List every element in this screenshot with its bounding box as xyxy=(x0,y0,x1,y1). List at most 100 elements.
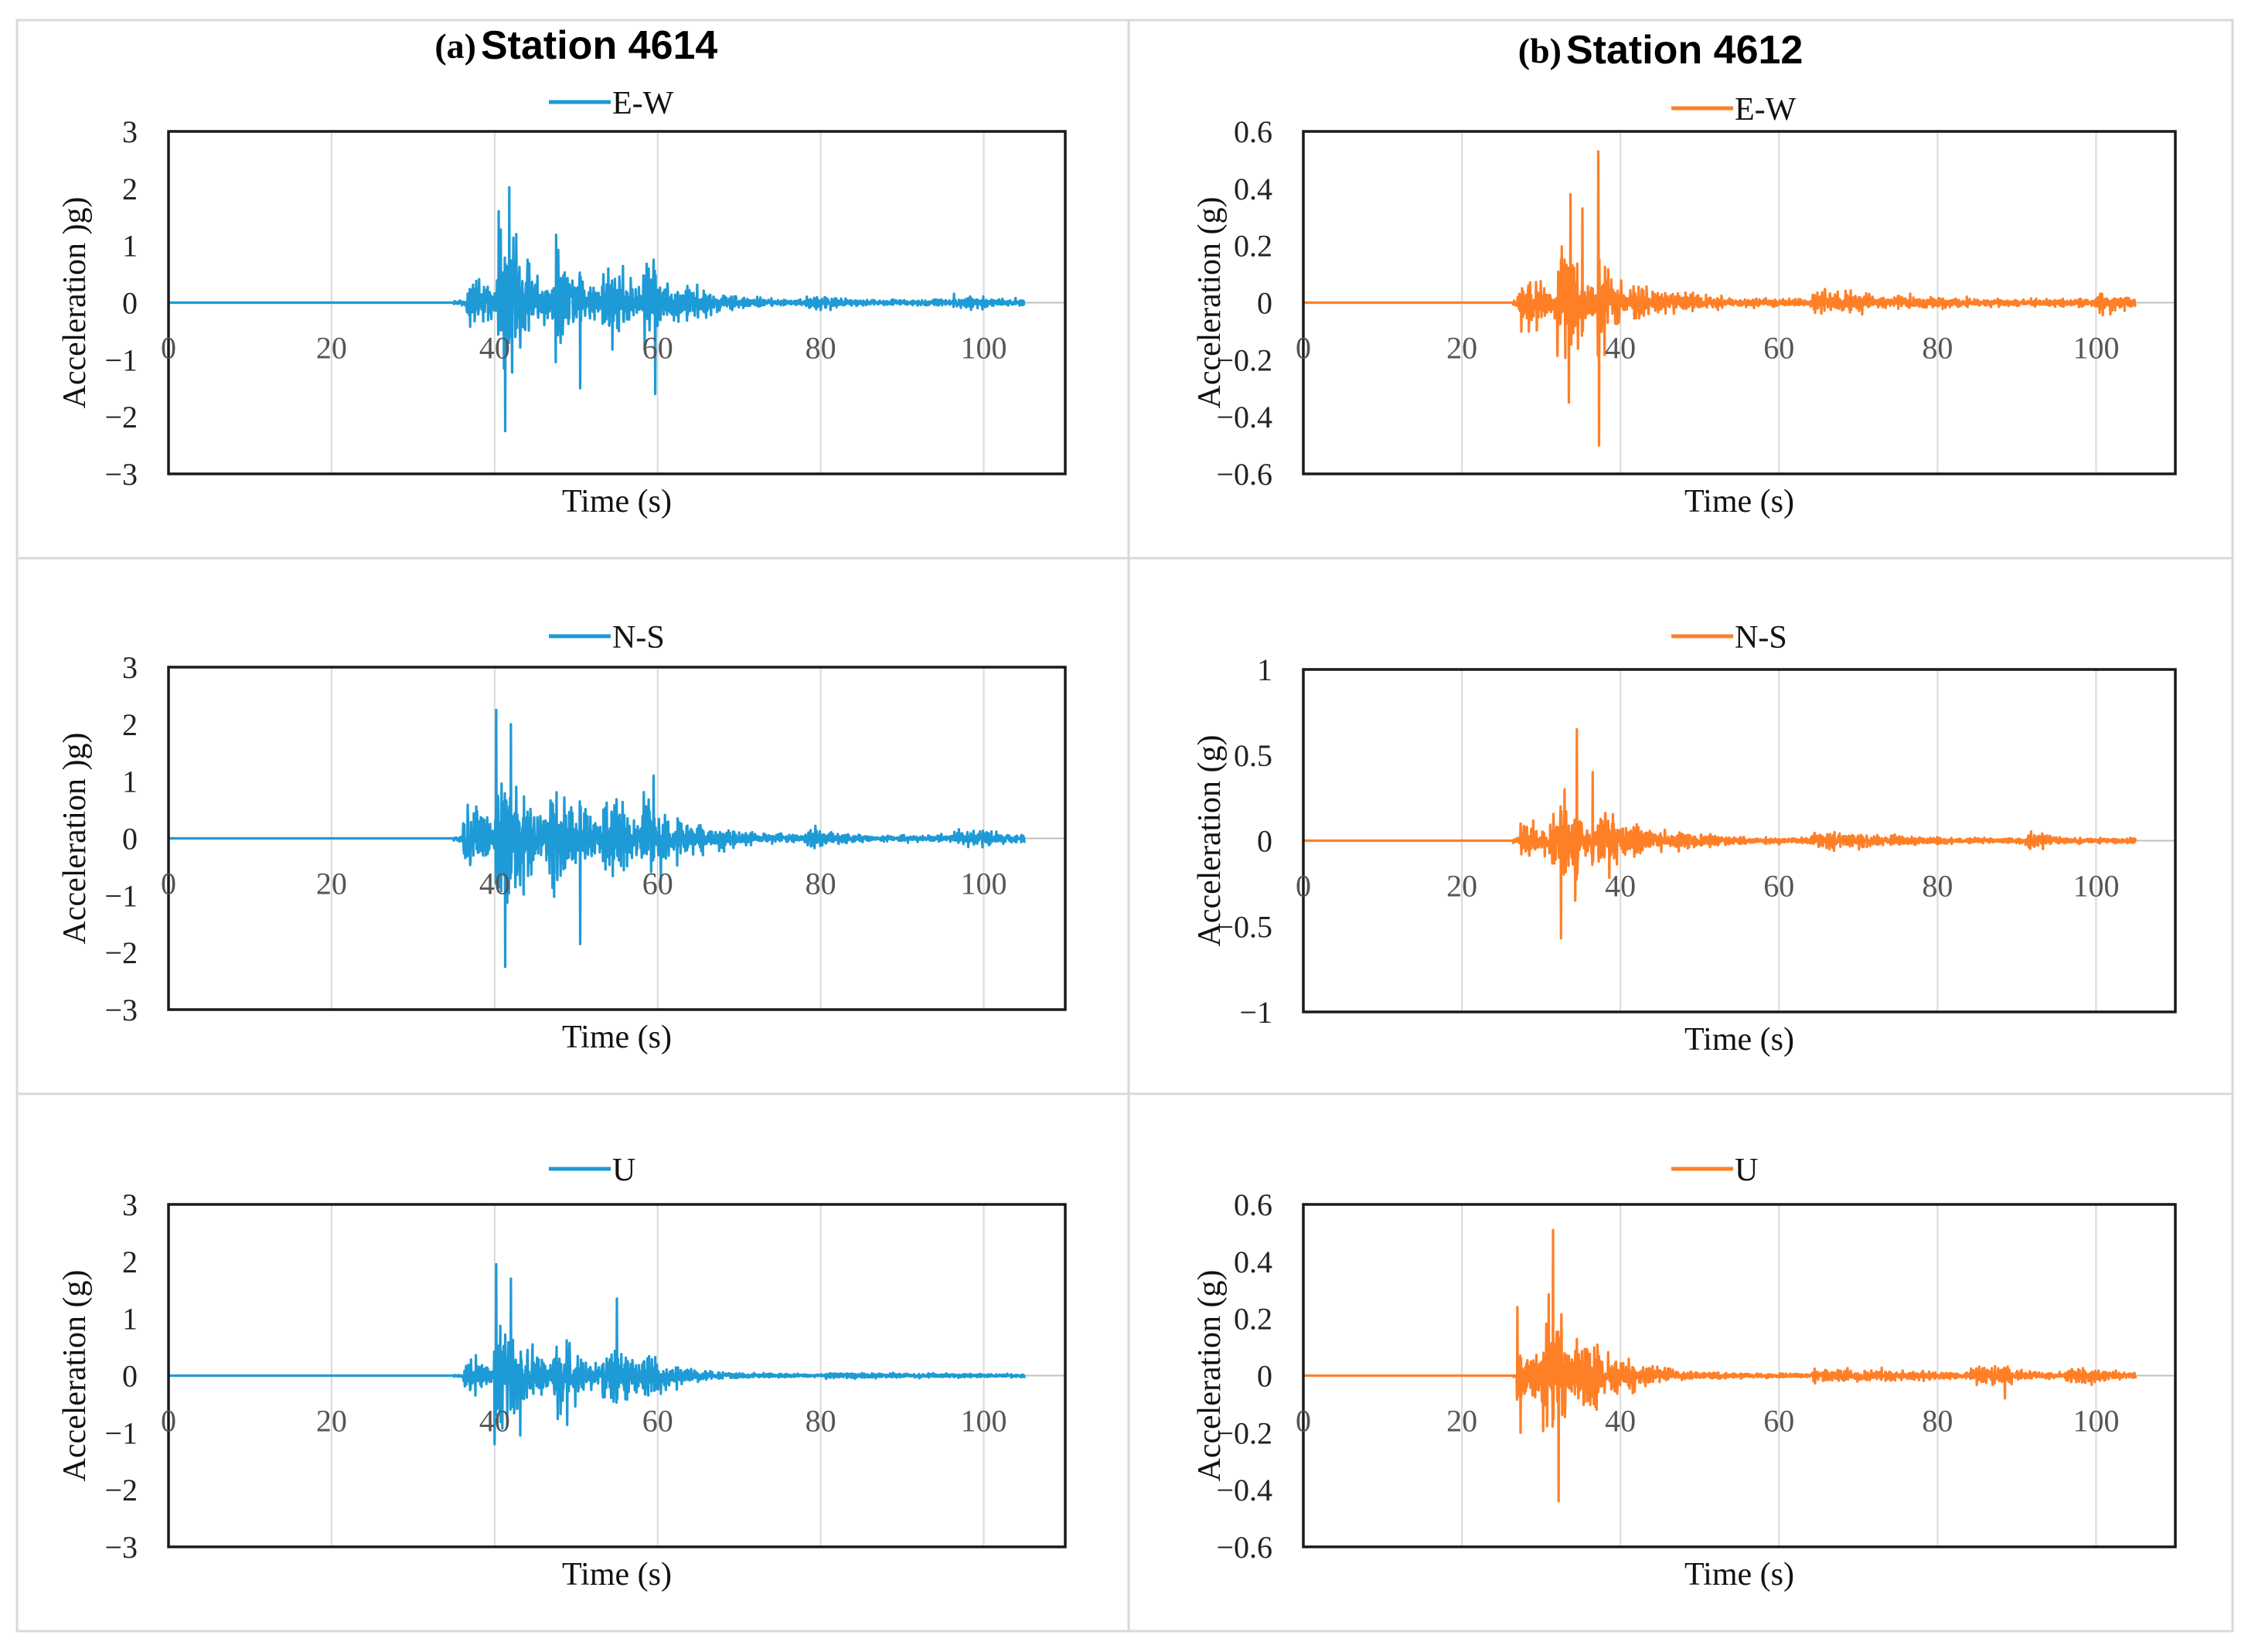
y-tick-label: −0.2 xyxy=(1216,342,1272,377)
y-tick-label: −3 xyxy=(104,457,138,492)
chart-s4612-u: 0.6 0.4 0.2 0 −0.2 −0.4 −0.6 0 20 40 60 80 100 Time (… xyxy=(1192,1153,2177,1592)
y-tick-label: −0.5 xyxy=(1216,909,1272,944)
x-tick-label: 20 xyxy=(1446,869,1477,904)
figure-border xyxy=(15,19,2234,1633)
x-tick-label: 0 xyxy=(161,867,176,901)
x-tick-label: 40 xyxy=(1605,869,1636,904)
column-title-b-prefix: (b) xyxy=(1518,31,1562,70)
x-axis-label: Time (s) xyxy=(1684,1022,1794,1058)
x-tick-label: 20 xyxy=(316,1404,347,1439)
y-axis-label: Acceleration )g) xyxy=(57,196,93,408)
legend-label: N-S xyxy=(612,620,665,656)
plot-frame xyxy=(167,130,1067,475)
column-title-b-text: Station 4612 xyxy=(1566,28,1803,73)
column-title-b: (b) Station 4612 xyxy=(1518,28,1804,73)
y-tick-label: 0.2 xyxy=(1234,229,1272,264)
x-tick-label: 20 xyxy=(1446,331,1477,366)
y-tick-label: −1 xyxy=(104,1415,138,1450)
x-tick-label: 80 xyxy=(806,867,836,901)
x-tick-label: 40 xyxy=(479,331,510,366)
x-tick-label: 100 xyxy=(2073,331,2119,366)
y-tick-label: 3 xyxy=(122,114,138,149)
chart-s4612-ns: 1 0.5 0 −0.5 −1 0 20 40 60 80 100 Time (s) Accelerat… xyxy=(1192,620,2177,1058)
x-tick-label: 0 xyxy=(161,331,176,366)
chart-s4614-ns: 3 2 1 0 −1 −2 −3 0 20 40 60 80 100 Time (s) Accelerati… xyxy=(57,620,1067,1055)
series-line-e-w xyxy=(1302,150,2137,447)
y-tick-label: −2 xyxy=(104,935,138,970)
x-tick-label: 0 xyxy=(1296,331,1311,366)
y-tick-label: 0.4 xyxy=(1234,1245,1272,1279)
y-axis-label: Acceleration (g) xyxy=(57,1269,93,1481)
y-tick-label: 1 xyxy=(122,765,138,799)
y-axis-label: Acceleration (g) xyxy=(1192,196,1228,408)
y-tick-label: 1 xyxy=(122,229,138,264)
y-tick-label: −0.4 xyxy=(1216,400,1272,434)
x-tick-label: 40 xyxy=(479,867,510,901)
x-tick-label: 60 xyxy=(1763,331,1794,366)
y-tick-label: 0.2 xyxy=(1234,1302,1272,1337)
x-tick-label: 80 xyxy=(806,331,836,366)
x-tick-label: 100 xyxy=(961,1404,1007,1439)
x-tick-label: 60 xyxy=(1763,1404,1794,1439)
x-tick-label: 40 xyxy=(1605,331,1636,366)
chart-s4612-ew: 0.6 0.4 0.2 0 −0.2 −0.4 −0.6 0 20 40 60 80 100 Time (… xyxy=(1192,92,2177,519)
x-tick-label: 60 xyxy=(642,867,673,901)
x-tick-label: 100 xyxy=(961,867,1007,901)
x-tick-label: 60 xyxy=(1763,869,1794,904)
y-tick-label: −0.4 xyxy=(1216,1473,1272,1507)
plot-frame xyxy=(1302,668,2177,1013)
legend-label: E-W xyxy=(612,86,674,121)
x-tick-label: 60 xyxy=(642,1404,673,1439)
column-title-a: (a) Station 4614 xyxy=(434,23,717,68)
y-axis-label: Acceleration (g) xyxy=(1192,734,1228,946)
series-line-e-w xyxy=(167,186,1026,433)
x-tick-label: 80 xyxy=(1922,1404,1953,1439)
y-tick-label: 2 xyxy=(122,707,138,742)
y-tick-label: −0.6 xyxy=(1216,457,1272,492)
y-tick-label: −1 xyxy=(1239,995,1272,1030)
x-tick-label: 20 xyxy=(316,867,347,901)
chart-s4614-ew: 3 2 1 0 −1 −2 −3 0 20 40 60 80 100 Time (s) Accelerati… xyxy=(57,86,1067,519)
y-axis-label: Acceleration (g) xyxy=(1192,1269,1228,1481)
plot-frame xyxy=(167,666,1067,1011)
x-tick-label: 20 xyxy=(1446,1404,1477,1439)
legend-label: U xyxy=(612,1153,635,1188)
x-axis-label: Time (s) xyxy=(562,1020,672,1055)
column-title-a-prefix: (a) xyxy=(434,26,476,66)
x-tick-label: 60 xyxy=(642,331,673,366)
legend-label: E-W xyxy=(1735,92,1797,128)
legend-label: U xyxy=(1735,1153,1758,1188)
x-tick-label: 100 xyxy=(961,331,1007,366)
chart-s4614-u: 3 2 1 0 −1 −2 −3 0 20 40 60 80 100 Time (s) Accelerati… xyxy=(57,1153,1067,1592)
y-tick-label: 1 xyxy=(1257,652,1272,687)
x-tick-label: 80 xyxy=(1922,331,1953,366)
y-tick-label: 0 xyxy=(1257,286,1272,321)
series-line-n-s xyxy=(1302,727,2137,940)
y-tick-label: 0 xyxy=(122,822,138,857)
y-tick-label: −2 xyxy=(104,400,138,434)
y-tick-label: 0 xyxy=(122,1359,138,1394)
y-tick-label: 0 xyxy=(122,286,138,321)
x-tick-label: 100 xyxy=(2073,1404,2119,1439)
y-tick-label: −3 xyxy=(104,993,138,1027)
x-tick-label: 100 xyxy=(2073,869,2119,904)
x-tick-label: 40 xyxy=(1605,1404,1636,1439)
series-line-u xyxy=(167,1262,1026,1446)
x-axis-label: Time (s) xyxy=(562,484,672,519)
y-tick-label: 0.6 xyxy=(1234,114,1272,149)
y-tick-label: −3 xyxy=(104,1530,138,1565)
y-tick-label: −1 xyxy=(104,342,138,377)
x-tick-label: 0 xyxy=(1296,1404,1311,1439)
x-tick-label: 80 xyxy=(806,1404,836,1439)
y-tick-label: 0.5 xyxy=(1234,738,1272,773)
plot-frame xyxy=(167,1203,1067,1548)
y-tick-label: −1 xyxy=(104,878,138,913)
y-tick-label: 0.6 xyxy=(1234,1187,1272,1222)
x-tick-label: 20 xyxy=(316,331,347,366)
x-tick-label: 40 xyxy=(479,1404,510,1439)
y-tick-label: −2 xyxy=(104,1473,138,1507)
series-line-n-s xyxy=(167,708,1026,969)
y-tick-label: −0.6 xyxy=(1216,1530,1272,1565)
